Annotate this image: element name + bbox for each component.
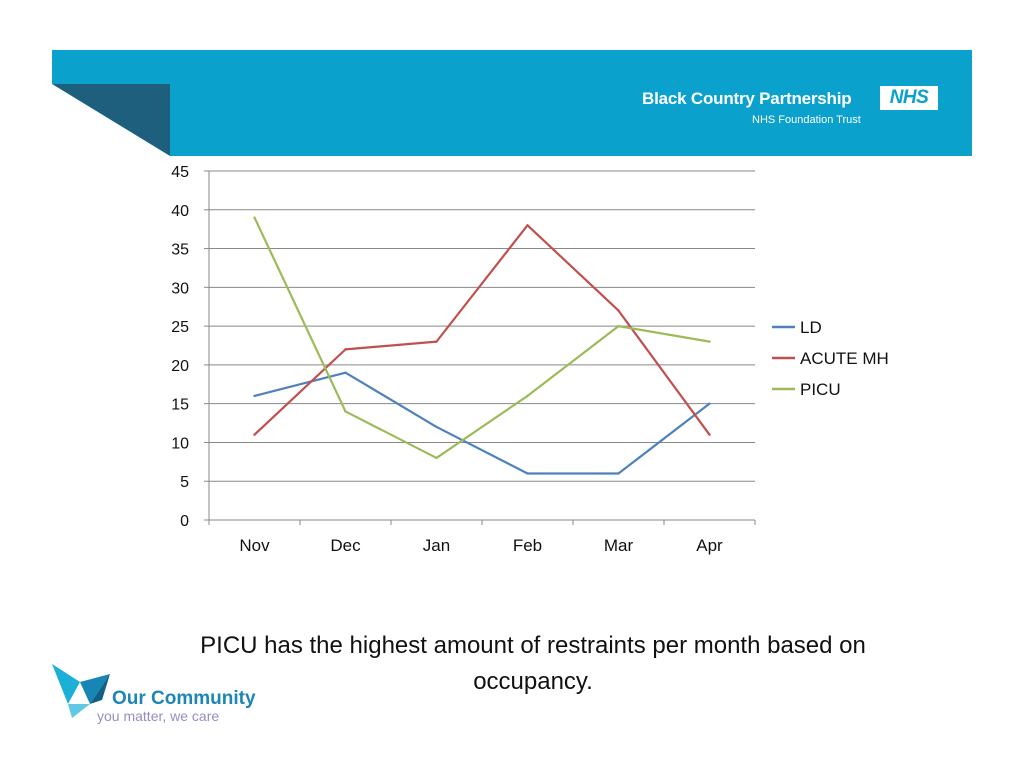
data-point — [708, 340, 711, 343]
data-point — [344, 348, 347, 351]
data-point — [526, 394, 529, 398]
header-banner — [52, 50, 972, 156]
data-point — [617, 309, 620, 312]
data-point — [253, 216, 256, 219]
x-tick-label: Feb — [513, 536, 542, 555]
y-tick-label: 45 — [171, 164, 189, 181]
data-point — [253, 433, 256, 436]
y-tick-label: 0 — [180, 513, 189, 530]
y-tick-label: 5 — [180, 474, 189, 491]
data-point — [617, 324, 620, 328]
data-point — [708, 402, 711, 405]
data-point — [526, 224, 529, 227]
series-line-acute-mh — [253, 224, 711, 436]
data-point — [344, 371, 347, 374]
y-tick-label: 25 — [171, 319, 189, 336]
x-tick-label: Nov — [239, 536, 270, 555]
y-tick-label: 30 — [171, 280, 189, 297]
data-point — [526, 472, 529, 475]
community-bird-logo — [52, 664, 110, 718]
legend-label: ACUTE MH — [800, 349, 889, 368]
y-tick-label: 10 — [171, 435, 189, 452]
x-tick-label: Apr — [696, 536, 723, 555]
data-point — [435, 340, 438, 343]
footer-title: Our Community — [112, 688, 256, 709]
x-tick-label: Jan — [423, 536, 450, 555]
nhs-logo: NHS — [880, 86, 938, 110]
data-point — [435, 425, 438, 429]
series-line-ld — [254, 371, 711, 475]
line-chart: 0 5 10 15 20 25 30 35 40 45 Nov Dec Jan Feb Mar Apr LD A… — [171, 164, 889, 555]
banner-fold-decoration — [52, 84, 170, 156]
footer-tagline: you matter, we care — [97, 708, 220, 724]
series-line-picu — [253, 217, 710, 460]
y-tick-label: 40 — [171, 203, 189, 220]
x-tick-label: Mar — [604, 536, 634, 555]
data-point — [617, 472, 620, 475]
data-point — [435, 456, 438, 460]
data-point — [344, 410, 347, 413]
legend-label: PICU — [800, 380, 841, 399]
caption-line-1: PICU has the highest amount of restraint… — [200, 632, 866, 659]
y-tick-label: 35 — [171, 242, 189, 259]
x-tick-label: Dec — [330, 536, 361, 555]
data-point — [708, 433, 711, 436]
organisation-subtitle: NHS Foundation Trust — [752, 114, 861, 126]
y-tick-label: 20 — [171, 358, 189, 375]
organisation-name: Black Country Partnership — [642, 89, 852, 108]
caption-line-2: occupancy. — [473, 668, 593, 695]
data-point — [253, 394, 256, 398]
y-tick-label: 15 — [171, 397, 189, 414]
legend-label: LD — [800, 318, 822, 337]
chart-caption: PICU has the highest amount of restraint… — [120, 628, 946, 700]
